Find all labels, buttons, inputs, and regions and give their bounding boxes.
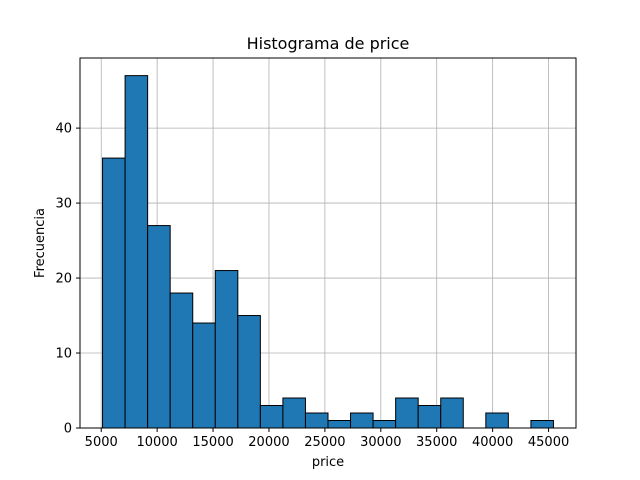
histogram-bar <box>485 412 509 429</box>
histogram-bar <box>124 75 149 429</box>
y-tick-label: 0 <box>64 422 72 437</box>
y-axis-label: Frecuencia <box>33 208 48 278</box>
histogram-bar <box>530 420 554 429</box>
x-tick-label: 15000 <box>192 435 233 450</box>
histogram-bar <box>282 397 306 429</box>
x-tick-label: 30000 <box>360 435 401 450</box>
histogram-bar <box>350 412 374 429</box>
x-tick-label: 40000 <box>472 435 513 450</box>
histogram-bar <box>304 412 329 429</box>
histogram-bar <box>237 315 261 429</box>
histogram-bar <box>147 225 171 429</box>
x-tick-label: 10000 <box>136 435 177 450</box>
histogram-bar <box>259 405 284 429</box>
y-axis-ticks: 0 10 20 30 40 <box>55 122 80 437</box>
histogram-bar <box>192 322 216 429</box>
y-tick-label: 30 <box>55 197 72 212</box>
histogram-bar <box>169 292 194 429</box>
axes-frame <box>79 57 577 429</box>
x-tick-label: 35000 <box>416 435 457 450</box>
chart-title: Histograma de price <box>247 34 410 53</box>
histogram-bar <box>395 397 419 429</box>
y-tick-label: 20 <box>55 272 72 287</box>
x-tick-label: 20000 <box>248 435 289 450</box>
x-tick-label: 5000 <box>85 435 118 450</box>
histogram-bar <box>372 420 397 429</box>
histogram-bar <box>214 270 239 429</box>
x-axis-ticks: 5000 10000 15000 20000 25000 30000 35000 40000 4… <box>85 428 569 450</box>
y-tick-label: 10 <box>55 347 72 362</box>
histogram-bar <box>102 157 126 429</box>
histogram-bar <box>327 420 352 429</box>
y-tick-label: 40 <box>55 122 72 137</box>
x-tick-label: 25000 <box>304 435 345 450</box>
x-tick-label: 45000 <box>528 435 569 450</box>
histogram-bar <box>440 397 464 429</box>
x-axis-label: price <box>312 455 344 470</box>
histogram-bar <box>417 405 442 429</box>
